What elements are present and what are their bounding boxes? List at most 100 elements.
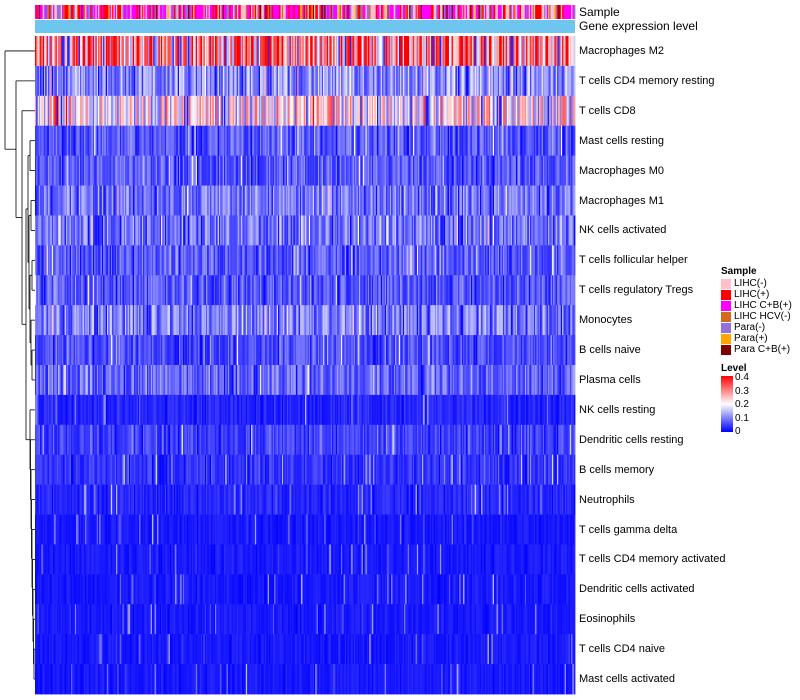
sample-annotation-cell xyxy=(342,5,344,19)
heatmap-cell xyxy=(267,155,270,186)
sample-annotation-cell xyxy=(80,5,82,19)
heatmap-cell xyxy=(476,65,478,97)
heatmap-cell xyxy=(558,36,560,67)
heatmap-cell xyxy=(171,125,173,157)
heatmap-cell xyxy=(509,36,512,67)
heatmap-cell xyxy=(188,185,190,216)
sample-annotation-cell xyxy=(269,5,271,19)
heatmap-cell xyxy=(274,95,276,127)
sample-annotation-cell xyxy=(100,5,103,19)
heatmap-cell xyxy=(242,155,244,186)
heatmap-cell xyxy=(130,125,132,157)
heatmap-cell xyxy=(131,155,134,186)
heatmap-cell xyxy=(242,36,244,67)
heatmap-cell xyxy=(258,155,261,186)
heatmap-cell xyxy=(281,95,284,127)
sample-annotation-cell xyxy=(207,5,209,19)
heatmap-cell xyxy=(180,95,182,127)
heatmap-cell xyxy=(275,215,278,246)
heatmap-cell xyxy=(500,65,503,97)
heatmap-cell xyxy=(483,125,486,157)
heatmap-cell xyxy=(452,125,455,157)
heatmap-cell xyxy=(323,155,325,186)
heatmap-cell xyxy=(307,185,310,216)
sample-annotation-cell xyxy=(239,5,242,19)
heatmap-cell xyxy=(152,95,154,127)
heatmap-cell xyxy=(152,155,154,186)
sample-annotation-cell xyxy=(438,5,441,19)
heatmap-cell xyxy=(463,65,465,97)
heatmap-cell xyxy=(140,95,143,127)
heatmap-cell xyxy=(374,65,377,97)
heatmap-row xyxy=(35,65,576,97)
heatmap-cell xyxy=(535,185,537,216)
heatmap-cell xyxy=(215,125,217,157)
heatmap-cell xyxy=(218,185,221,216)
heatmap-cell xyxy=(190,125,193,157)
heatmap-cell xyxy=(226,215,229,246)
heatmap-cell xyxy=(173,95,176,127)
heatmap-cell xyxy=(522,125,524,157)
sample-annotation-cell xyxy=(260,5,262,19)
sample-annotation-cell xyxy=(384,5,387,19)
heatmap-cell xyxy=(373,65,375,97)
heatmap-cell xyxy=(379,95,382,127)
heatmap-cell xyxy=(248,185,251,216)
sample-annotation-cell xyxy=(83,5,86,19)
heatmap-cell xyxy=(427,155,429,186)
sample-annotation-cell xyxy=(54,5,56,19)
heatmap-cell xyxy=(119,65,122,97)
heatmap-cell xyxy=(370,155,373,186)
heatmap-cell xyxy=(447,185,450,216)
heatmap-cell xyxy=(194,95,197,127)
heatmap-cell xyxy=(494,185,496,216)
heatmap-cell xyxy=(154,185,157,216)
heatmap-cell xyxy=(443,36,446,67)
heatmap-cell xyxy=(249,65,252,97)
heatmap-cell xyxy=(41,95,44,127)
heatmap-cell xyxy=(321,185,324,216)
sample-annotation-cell xyxy=(431,5,433,19)
heatmap-cell xyxy=(121,95,123,127)
heatmap-cell xyxy=(141,215,144,246)
heatmap-cell xyxy=(508,36,510,67)
heatmap-cell xyxy=(110,215,113,246)
heatmap-cell xyxy=(559,185,562,216)
heatmap-cell xyxy=(337,36,339,67)
heatmap-cell xyxy=(116,95,118,127)
heatmap-cell xyxy=(95,155,98,186)
heatmap-cell xyxy=(515,65,518,97)
heatmap-cell xyxy=(168,185,171,216)
heatmap-cell xyxy=(361,185,364,216)
heatmap-cell xyxy=(150,95,153,127)
heatmap-cell xyxy=(236,215,239,246)
sample-annotation-cell xyxy=(103,5,105,19)
heatmap-cell xyxy=(148,215,150,246)
heatmap-cell xyxy=(326,155,329,186)
heatmap-cell xyxy=(468,36,470,67)
heatmap-cell xyxy=(452,155,455,186)
heatmap-cell xyxy=(224,215,226,246)
heatmap-cell xyxy=(110,125,113,157)
heatmap-cell xyxy=(383,65,386,97)
sample-annotation-cell xyxy=(190,5,193,19)
heatmap-cell xyxy=(269,185,271,216)
sample-annotation-cell xyxy=(289,5,292,19)
heatmap-cell xyxy=(35,36,37,67)
heatmap-cell xyxy=(108,95,110,127)
heatmap-cell xyxy=(514,65,517,97)
heatmap-cell xyxy=(87,65,90,97)
heatmap-cell xyxy=(308,215,311,246)
heatmap-cell xyxy=(53,36,55,67)
heatmap-cell xyxy=(402,185,405,216)
heatmap-cell xyxy=(197,125,199,157)
heatmap-cell xyxy=(450,125,452,157)
heatmap-cell xyxy=(567,36,569,67)
heatmap-cell xyxy=(440,95,442,127)
heatmap-cell xyxy=(550,155,553,186)
heatmap-cell xyxy=(161,185,163,216)
heatmap-cell xyxy=(80,215,82,246)
heatmap-cell xyxy=(105,215,108,246)
heatmap-cell xyxy=(166,185,168,216)
heatmap-cell xyxy=(365,125,368,157)
